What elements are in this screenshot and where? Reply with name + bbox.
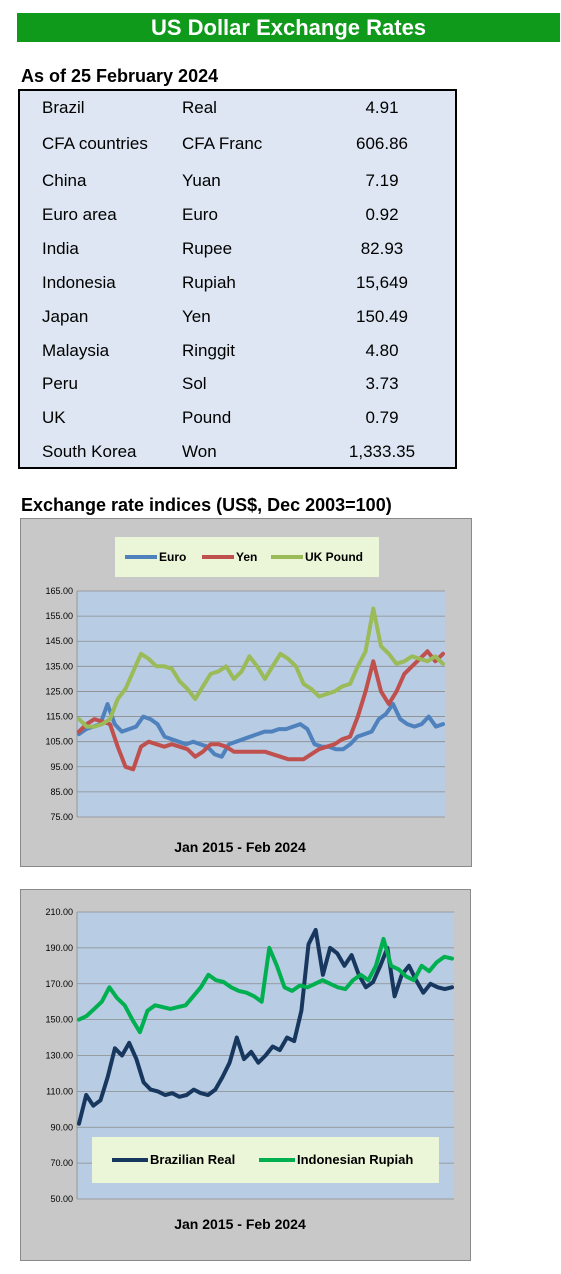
rate-row: Malaysia Ringgit 4.80 [20,341,455,365]
rate-value: 4.80 [365,341,399,360]
rate-row: India Rupee 82.93 [20,239,455,263]
y-tick-label: 165.00 [45,586,73,596]
rate-country: India [42,239,79,258]
indices-section-title: Exchange rate indices (US$, Dec 2003=100… [21,495,392,515]
rate-row: CFA countries CFA Franc 606.86 [20,134,455,158]
rate-country: South Korea [42,442,137,461]
rate-currency: Ringgit [182,341,235,360]
y-tick-label: 70.00 [50,1158,73,1168]
y-tick-label: 135.00 [45,661,73,671]
rate-value: 1,333.35 [348,442,416,461]
rate-currency: Sol [182,374,207,393]
exchange-rate-table: Brazil Real 4.91 CFA countries CFA Franc 606.… [18,89,457,469]
plot-area [77,591,445,817]
rate-country: UK [42,408,66,427]
page-banner-title: US Dollar Exchange Rates [17,13,560,42]
y-tick-label: 75.00 [50,812,73,822]
rate-country: Peru [42,374,78,393]
rate-country: Brazil [42,98,85,117]
y-tick-label: 130.00 [45,1051,73,1061]
rate-row: Japan Yen 150.49 [20,307,455,331]
y-tick-label: 85.00 [50,787,73,797]
rate-value: 0.79 [365,408,399,427]
y-tick-label: 190.00 [45,943,73,953]
emerging-currencies-chart-svg: 50.00 70.00 90.00 110.00 130.00 150.00 170.00 1… [45,907,454,1232]
rate-row: China Yuan 7.19 [20,171,455,195]
y-tick-label: 50.00 [50,1194,73,1204]
rate-value: 150.49 [356,307,408,326]
rate-country: Japan [42,307,89,326]
y-tick-label: 170.00 [45,979,73,989]
rate-value: 606.86 [356,134,408,153]
rate-value: 7.19 [365,171,399,190]
chart-legend [115,537,379,577]
legend-label: Brazilian Real [150,1152,235,1167]
rate-row: Indonesia Rupiah 15,649 [20,273,455,297]
major-currencies-chart: 75.00 85.00 95.00 105.00 115.00 125.00 135.00 1… [20,518,472,867]
y-tick-label: 105.00 [45,737,73,747]
rate-currency: Yuan [182,171,221,190]
rate-row: South Korea Won 1,333.35 [20,442,455,466]
legend-label: UK Pound [305,550,363,564]
y-tick-label: 150.00 [45,1015,73,1025]
rate-currency: Yen [182,307,211,326]
euro-series-line [77,702,445,759]
as-of-date: As of 25 February 2024 [21,66,219,86]
rate-value: 82.93 [360,239,404,258]
rate-currency: Rupiah [182,273,236,292]
y-tick-label: 145.00 [45,636,73,646]
legend-label: Indonesian Rupiah [297,1152,413,1167]
y-tick-label: 115.00 [46,712,73,722]
y-tick-label: 90.00 [50,1122,73,1132]
y-tick-label: 110.00 [46,1086,73,1096]
rate-row: UK Pound 0.79 [20,408,455,432]
x-axis-label: Jan 2015 - Feb 2024 [174,839,306,855]
y-tick-label: 210.00 [45,907,73,917]
emerging-currencies-chart: 50.00 70.00 90.00 110.00 130.00 150.00 170.00 1… [20,889,471,1261]
rate-value: 4.91 [365,98,399,117]
y-tick-label: 125.00 [45,686,73,696]
rate-currency: Rupee [182,239,233,258]
legend-label: Yen [236,550,257,564]
major-currencies-chart-svg: 75.00 85.00 95.00 105.00 115.00 125.00 135.00 1… [45,537,445,855]
rate-currency: Won [182,442,217,461]
rate-value: 3.73 [365,374,399,393]
legend-label: Euro [159,550,186,564]
rate-row: Peru Sol 3.73 [20,374,455,398]
rate-country: Euro area [42,205,117,224]
rate-country: Indonesia [42,273,116,292]
rate-country: China [42,171,87,190]
rate-currency: Euro [182,205,218,224]
rate-value: 0.92 [365,205,399,224]
yen-series-line [77,649,445,772]
rate-row: Brazil Real 4.91 [20,98,455,122]
rate-country: Malaysia [42,341,110,360]
rate-country: CFA countries [42,134,148,153]
rate-value: 15,649 [356,273,408,292]
uk-pound-series-line [77,606,445,729]
x-axis-label: Jan 2015 - Feb 2024 [174,1216,306,1232]
rate-currency: CFA Franc [182,134,263,153]
rate-row: Euro area Euro 0.92 [20,205,455,229]
indonesian-rupiah-series-line [77,936,454,1035]
y-tick-label: 95.00 [50,762,73,772]
y-tick-label: 155.00 [45,611,73,621]
rate-currency: Pound [182,408,232,427]
rate-currency: Real [182,98,217,117]
